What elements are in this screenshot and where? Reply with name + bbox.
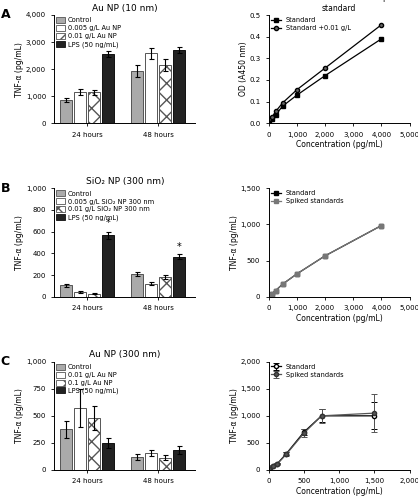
Text: A: A (1, 8, 10, 22)
Bar (159, 65, 171, 124)
Legend: Standard, Spiked standards: Standard, Spiked standards (270, 363, 344, 378)
Standard (323, 253, 328, 259)
X-axis label: Concentration (pg/mL): Concentration (pg/mL) (296, 487, 382, 496)
Bar (173, 50, 185, 124)
Text: B: B (1, 182, 10, 195)
Y-axis label: TNF-α (pg/mL): TNF-α (pg/mL) (15, 388, 24, 444)
Standard (379, 222, 384, 228)
Standard (273, 112, 278, 117)
Bar (173, 256, 185, 296)
Standard +0.01 g/L (294, 87, 299, 93)
Bar (88, 294, 100, 296)
Legend: Control, 0.01 g/L Au NP, 0.1 g/L Au NP, LPS (50 ng/mL): Control, 0.01 g/L Au NP, 0.1 g/L Au NP, … (56, 363, 119, 395)
Bar (74, 292, 87, 296)
Legend: Standard, Spiked standards: Standard, Spiked standards (270, 190, 344, 205)
Y-axis label: TNF-α (pg/mL): TNF-α (pg/mL) (15, 42, 24, 96)
Standard +0.01 g/L (379, 22, 384, 28)
Bar (130, 274, 143, 296)
Standard (273, 288, 278, 294)
Bar (145, 284, 157, 296)
Text: *: * (176, 242, 181, 252)
Title: Au NP (300 nm): Au NP (300 nm) (89, 350, 161, 360)
Spiked standards (270, 291, 275, 297)
Bar (74, 92, 87, 124)
Bar (60, 430, 72, 470)
Standard (294, 271, 299, 277)
Bar (145, 54, 157, 124)
Bar (130, 72, 143, 124)
Bar (74, 408, 87, 470)
Standard (270, 291, 275, 297)
Spiked standards (273, 288, 278, 294)
Standard (323, 72, 328, 78)
Standard +0.01 g/L (280, 100, 285, 106)
Text: C: C (1, 355, 10, 368)
Line: Standard: Standard (267, 37, 384, 123)
Legend: Standard, Standard +0.01 g/L: Standard, Standard +0.01 g/L (270, 16, 352, 32)
Bar (102, 54, 115, 124)
Y-axis label: OD (A450 nm): OD (A450 nm) (239, 42, 248, 96)
Standard +0.01 g/L (323, 65, 328, 71)
Bar (173, 450, 185, 470)
Title: TNF-α standard and Au NP-spiked
standard: TNF-α standard and Au NP-spiked standard (275, 0, 404, 13)
X-axis label: Concentration (pg/mL): Concentration (pg/mL) (296, 314, 382, 323)
Bar (130, 457, 143, 470)
Title: Au NP (10 nm): Au NP (10 nm) (92, 4, 158, 13)
Bar (88, 92, 100, 124)
Line: Standard +0.01 g/L: Standard +0.01 g/L (267, 22, 384, 121)
Standard (266, 118, 271, 124)
Standard +0.01 g/L (273, 108, 278, 114)
Bar (88, 418, 100, 470)
Bar (102, 236, 115, 296)
Spiked standards (280, 281, 285, 287)
Legend: Control, 0.005 g/L SiO₂ NP 300 nm, 0.01 g/L SiO₂ NP 300 nm, LPS (50 ng/mL): Control, 0.005 g/L SiO₂ NP 300 nm, 0.01 … (56, 190, 155, 222)
Bar (60, 100, 72, 124)
Text: *: * (106, 218, 110, 228)
Line: Spiked standards: Spiked standards (267, 224, 384, 298)
X-axis label: Concentration (pg/mL): Concentration (pg/mL) (296, 140, 382, 149)
Line: Standard: Standard (267, 224, 384, 298)
Bar (145, 453, 157, 470)
Standard +0.01 g/L (270, 114, 275, 120)
Standard (280, 103, 285, 109)
Y-axis label: TNF-α (pg/mL): TNF-α (pg/mL) (229, 388, 239, 444)
Standard (280, 281, 285, 287)
Spiked standards (266, 294, 271, 300)
Bar (159, 277, 171, 296)
Bar (60, 286, 72, 296)
Y-axis label: TNF-α (pg/mL): TNF-α (pg/mL) (229, 215, 239, 270)
Title: SiO₂ NP (300 nm): SiO₂ NP (300 nm) (86, 177, 164, 186)
Standard (379, 36, 384, 42)
Standard (266, 294, 271, 300)
Bar (159, 458, 171, 470)
Bar (102, 443, 115, 470)
Spiked standards (323, 253, 328, 259)
Y-axis label: TNF-α (pg/mL): TNF-α (pg/mL) (15, 215, 24, 270)
Legend: Control, 0.005 g/L Au NP, 0.01 g/L Au NP, LPS (50 ng/mL): Control, 0.005 g/L Au NP, 0.01 g/L Au NP… (56, 16, 122, 48)
Standard (294, 92, 299, 98)
Standard +0.01 g/L (266, 116, 271, 122)
Standard (270, 116, 275, 122)
Spiked standards (379, 222, 384, 228)
Spiked standards (294, 271, 299, 277)
